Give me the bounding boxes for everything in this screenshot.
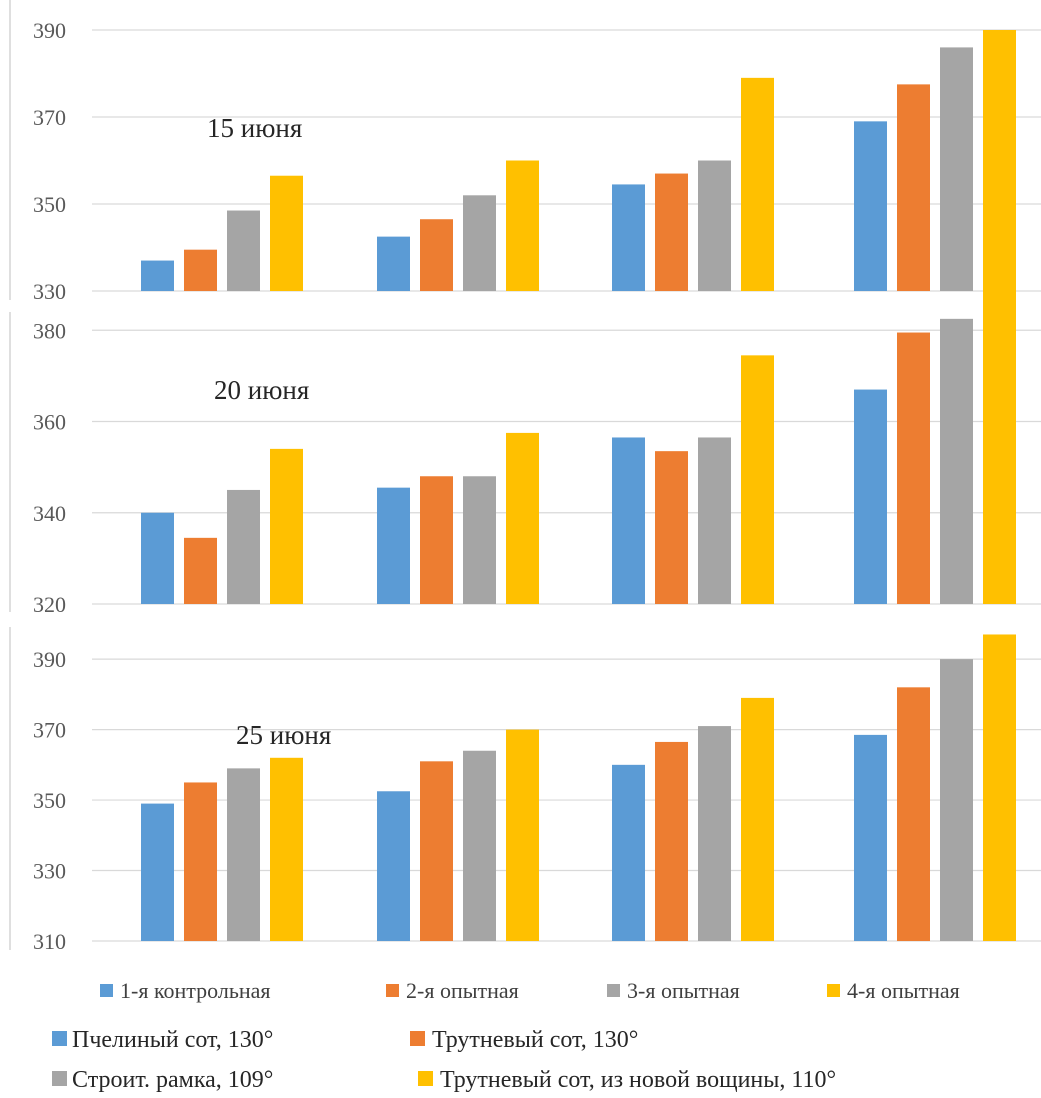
y-tick-label: 310 xyxy=(33,929,66,954)
bar-3-3 xyxy=(698,437,731,604)
legend-label: Пчелиный сот, 130° xyxy=(72,1027,273,1053)
bar-1-3 xyxy=(612,764,645,941)
legend-label: Трутневый сот, 130° xyxy=(432,1027,638,1053)
chart-panel-3: 310 330 350 370 390 25 июня xyxy=(9,627,1041,954)
y-tick-label: 370 xyxy=(33,718,66,743)
legend-swatch xyxy=(52,1071,67,1086)
chart-panel-2: 320 340 360 380 20 июня xyxy=(9,289,1041,617)
legend-item-group-2: 2-я опытная xyxy=(386,978,519,1003)
bar-3-4 xyxy=(940,318,973,604)
bar-1-4 xyxy=(854,121,887,291)
bar-1-2 xyxy=(377,236,410,291)
bar-2-4 xyxy=(897,687,930,941)
legend-swatch xyxy=(607,984,620,997)
legend-item-treatment-3: Строит. рамка, 109° xyxy=(52,1067,273,1093)
panel-title: 15 июня xyxy=(207,113,302,143)
legend-swatch xyxy=(410,1031,425,1046)
bar-4-3 xyxy=(741,355,774,604)
bar-3-4 xyxy=(940,47,973,292)
y-tick-label: 370 xyxy=(33,105,66,130)
y-tick-label: 330 xyxy=(33,859,66,884)
bar-2-1 xyxy=(184,249,217,291)
legend-item-group-4: 4-я опытная xyxy=(827,978,960,1003)
panel-title: 20 июня xyxy=(214,375,309,405)
legend-label: 1-я контрольная xyxy=(120,978,271,1003)
y-tick-label: 330 xyxy=(33,279,66,304)
legend-item-treatment-2: Трутневый сот, 130° xyxy=(410,1027,638,1053)
y-tick-label: 350 xyxy=(33,192,66,217)
y-tick-label: 340 xyxy=(33,501,66,526)
bar-2-2 xyxy=(420,219,453,291)
bar-1-4 xyxy=(854,734,887,941)
legend-label: Трутневый сот, из новой вощины, 110° xyxy=(440,1067,836,1093)
legend: 1-я контрольная 2-я опытная 3-я опытная … xyxy=(52,978,960,1093)
bar-4-1 xyxy=(270,175,303,291)
legend-label: Строит. рамка, 109° xyxy=(72,1067,273,1093)
y-tick-label: 390 xyxy=(33,647,66,672)
bar-2-2 xyxy=(420,761,453,941)
legend-label: 2-я опытная xyxy=(406,978,519,1003)
legend-swatch xyxy=(827,984,840,997)
bar-4-3 xyxy=(741,697,774,941)
bar-1-1 xyxy=(141,803,174,941)
legend-label: 3-я опытная xyxy=(627,978,740,1003)
bar-3-4 xyxy=(940,659,973,941)
legend-swatch xyxy=(52,1031,67,1046)
bar-3-1 xyxy=(227,489,260,604)
bar-3-2 xyxy=(463,750,496,941)
bar-1-1 xyxy=(141,260,174,291)
legend-swatch xyxy=(418,1071,433,1086)
y-tick-label: 320 xyxy=(33,592,66,617)
bar-1-2 xyxy=(377,791,410,941)
bar-2-1 xyxy=(184,537,217,604)
legend-item-treatment-4: Трутневый сот, из новой вощины, 110° xyxy=(418,1067,836,1093)
bar-4-1 xyxy=(270,757,303,941)
bar-3-2 xyxy=(463,195,496,291)
y-tick-label: 350 xyxy=(33,788,66,813)
bar-1-1 xyxy=(141,512,174,604)
legend-label: 4-я опытная xyxy=(847,978,960,1003)
bar-1-4 xyxy=(854,389,887,604)
bar-2-3 xyxy=(655,741,688,941)
bar-2-3 xyxy=(655,173,688,291)
bar-4-4 xyxy=(983,289,1016,604)
bar-1-2 xyxy=(377,487,410,604)
bar-2-3 xyxy=(655,451,688,604)
y-tick-label: 390 xyxy=(33,18,66,43)
bar-4-1 xyxy=(270,448,303,604)
legend-item-group-1: 1-я контрольная xyxy=(100,978,271,1003)
bar-3-2 xyxy=(463,476,496,604)
bar-3-3 xyxy=(698,160,731,291)
bar-2-2 xyxy=(420,476,453,604)
bar-3-3 xyxy=(698,726,731,941)
bar-1-3 xyxy=(612,437,645,604)
y-tick-label: 360 xyxy=(33,410,66,435)
bar-4-4 xyxy=(983,30,1016,291)
bar-1-3 xyxy=(612,184,645,291)
legend-swatch xyxy=(386,984,399,997)
legend-item-group-3: 3-я опытная xyxy=(607,978,740,1003)
chart-panels: 330 350 370 390 15 июня 320 340 360 380 20 июня 31… xyxy=(9,0,1041,954)
bar-2-1 xyxy=(184,782,217,941)
bar-4-2 xyxy=(506,729,539,941)
bar-4-2 xyxy=(506,160,539,291)
legend-item-treatment-1: Пчелиный сот, 130° xyxy=(52,1027,273,1053)
bar-4-4 xyxy=(983,634,1016,941)
y-tick-label: 380 xyxy=(33,318,66,343)
bar-4-2 xyxy=(506,432,539,604)
bar-2-4 xyxy=(897,332,930,604)
panel-title: 25 июня xyxy=(236,720,331,750)
bar-4-3 xyxy=(741,77,774,291)
legend-swatch xyxy=(100,984,113,997)
bar-3-1 xyxy=(227,768,260,941)
chart-panel-1: 330 350 370 390 15 июня xyxy=(9,0,1041,304)
bar-2-4 xyxy=(897,84,930,291)
bar-3-1 xyxy=(227,210,260,291)
